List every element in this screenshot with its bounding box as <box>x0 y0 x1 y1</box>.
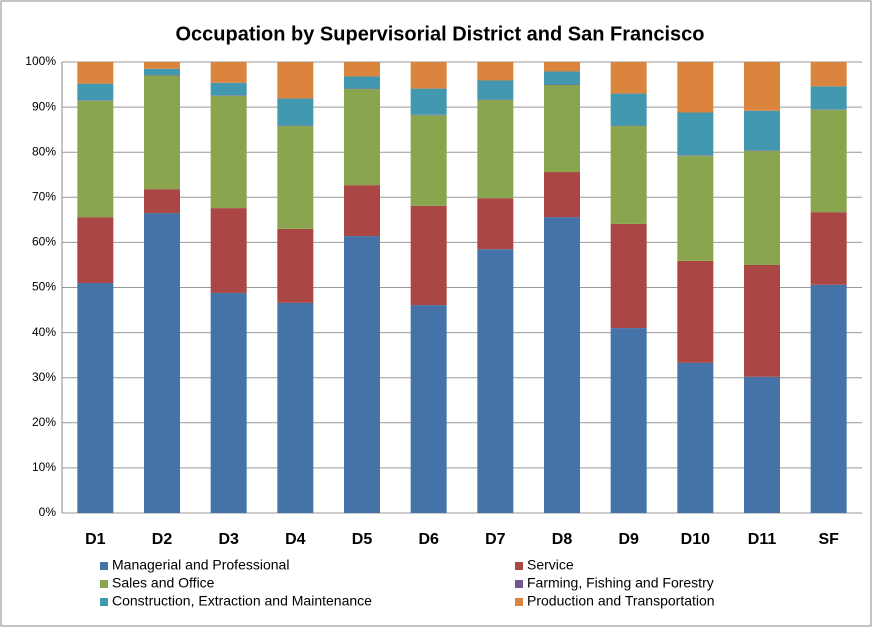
bar-segment <box>811 285 847 513</box>
bar-segment <box>211 96 247 208</box>
bar-segment <box>411 206 447 305</box>
legend-label: Managerial and Professional <box>112 557 289 573</box>
bar-segment <box>144 189 180 213</box>
bar-segment <box>744 265 780 377</box>
bar-segment <box>411 115 447 206</box>
bar-segment <box>677 62 713 113</box>
bar-segment <box>477 198 513 249</box>
bar-segment <box>144 62 180 69</box>
x-tick-label: D10 <box>681 531 710 548</box>
x-tick-label: D2 <box>152 531 173 548</box>
x-tick-label: D9 <box>618 531 639 548</box>
bar-segment <box>611 94 647 126</box>
x-tick-label: SF <box>818 531 839 548</box>
legend-swatch <box>100 580 108 588</box>
bar-segment <box>144 76 180 190</box>
bar-segment <box>611 62 647 94</box>
legend-label: Construction, Extraction and Maintenance <box>112 593 372 609</box>
bar-segment <box>411 305 447 513</box>
bar-segment <box>544 217 580 513</box>
bar-segment <box>611 126 647 224</box>
bar-segment <box>77 62 113 84</box>
bar-segment <box>811 212 847 285</box>
bar-segment <box>144 69 180 75</box>
bar-segment <box>811 110 847 212</box>
x-tick-label: D8 <box>552 531 573 548</box>
y-tick-label: 50% <box>32 280 56 294</box>
bar-segment <box>477 80 513 99</box>
bar-segment <box>411 62 447 89</box>
bar-segment <box>544 172 580 217</box>
bar-segment <box>211 293 247 513</box>
y-tick-label: 30% <box>32 370 56 384</box>
x-tick-label: D3 <box>218 531 239 548</box>
x-tick-label: D6 <box>418 531 439 548</box>
bar-segment <box>544 85 580 172</box>
bar-segment <box>211 83 247 96</box>
bar-segment <box>77 283 113 513</box>
bar-segment <box>677 261 713 363</box>
y-tick-label: 90% <box>32 99 56 113</box>
bar-segment <box>477 100 513 198</box>
bar-segment <box>344 236 380 513</box>
bar-segment <box>544 62 580 71</box>
legend-swatch <box>515 598 523 606</box>
bar-segment <box>811 62 847 86</box>
bar-segment <box>744 111 780 151</box>
y-tick-label: 100% <box>25 54 56 68</box>
bar-segment <box>144 213 180 513</box>
x-tick-label: D1 <box>85 531 106 548</box>
bar-segment <box>277 126 313 229</box>
chart-title: Occupation by Supervisorial District and… <box>175 23 704 45</box>
bar-segment <box>344 62 380 76</box>
bar-segment <box>344 76 380 88</box>
y-tick-label: 80% <box>32 144 56 158</box>
y-tick-label: 40% <box>32 325 56 339</box>
legend-label: Farming, Fishing and Forestry <box>527 575 714 591</box>
legend-label: Service <box>527 557 574 573</box>
bar-segment <box>811 86 847 109</box>
legend-swatch <box>100 598 108 606</box>
x-tick-label: D7 <box>485 531 506 548</box>
bar-segment <box>544 71 580 84</box>
legend-label: Sales and Office <box>112 575 215 591</box>
bar-segment <box>344 185 380 236</box>
bar-segment <box>411 89 447 115</box>
bar-segment <box>677 156 713 261</box>
bar-segment <box>211 62 247 83</box>
bar-segment <box>77 217 113 283</box>
y-tick-label: 20% <box>32 415 56 429</box>
y-tick-label: 60% <box>32 235 56 249</box>
bar-segment <box>277 62 313 99</box>
x-tick-label: D11 <box>748 531 777 548</box>
legend-swatch <box>515 562 523 570</box>
bar-segment <box>277 99 313 126</box>
bar-segment <box>611 328 647 513</box>
bar-segment <box>744 62 780 111</box>
bar-segment <box>677 363 713 513</box>
bar-segment <box>744 377 780 513</box>
y-tick-label: 70% <box>32 189 56 203</box>
bar-segment <box>77 84 113 101</box>
bar-segment <box>344 89 380 185</box>
legend-label: Production and Transportation <box>527 593 715 609</box>
bar-segment <box>477 62 513 80</box>
legend-swatch <box>100 562 108 570</box>
y-tick-label: 0% <box>39 505 57 519</box>
y-tick-label: 10% <box>32 460 56 474</box>
x-tick-label: D5 <box>352 531 373 548</box>
x-tick-label: D4 <box>285 531 306 548</box>
bar-segment <box>77 101 113 217</box>
bar-segment <box>611 224 647 328</box>
bar-segment <box>677 113 713 156</box>
bar-segment <box>211 208 247 293</box>
bar-segment <box>277 303 313 513</box>
bar-segment <box>744 151 780 265</box>
bar-segment <box>277 229 313 303</box>
legend-swatch <box>515 580 523 588</box>
bar-segment <box>477 249 513 513</box>
